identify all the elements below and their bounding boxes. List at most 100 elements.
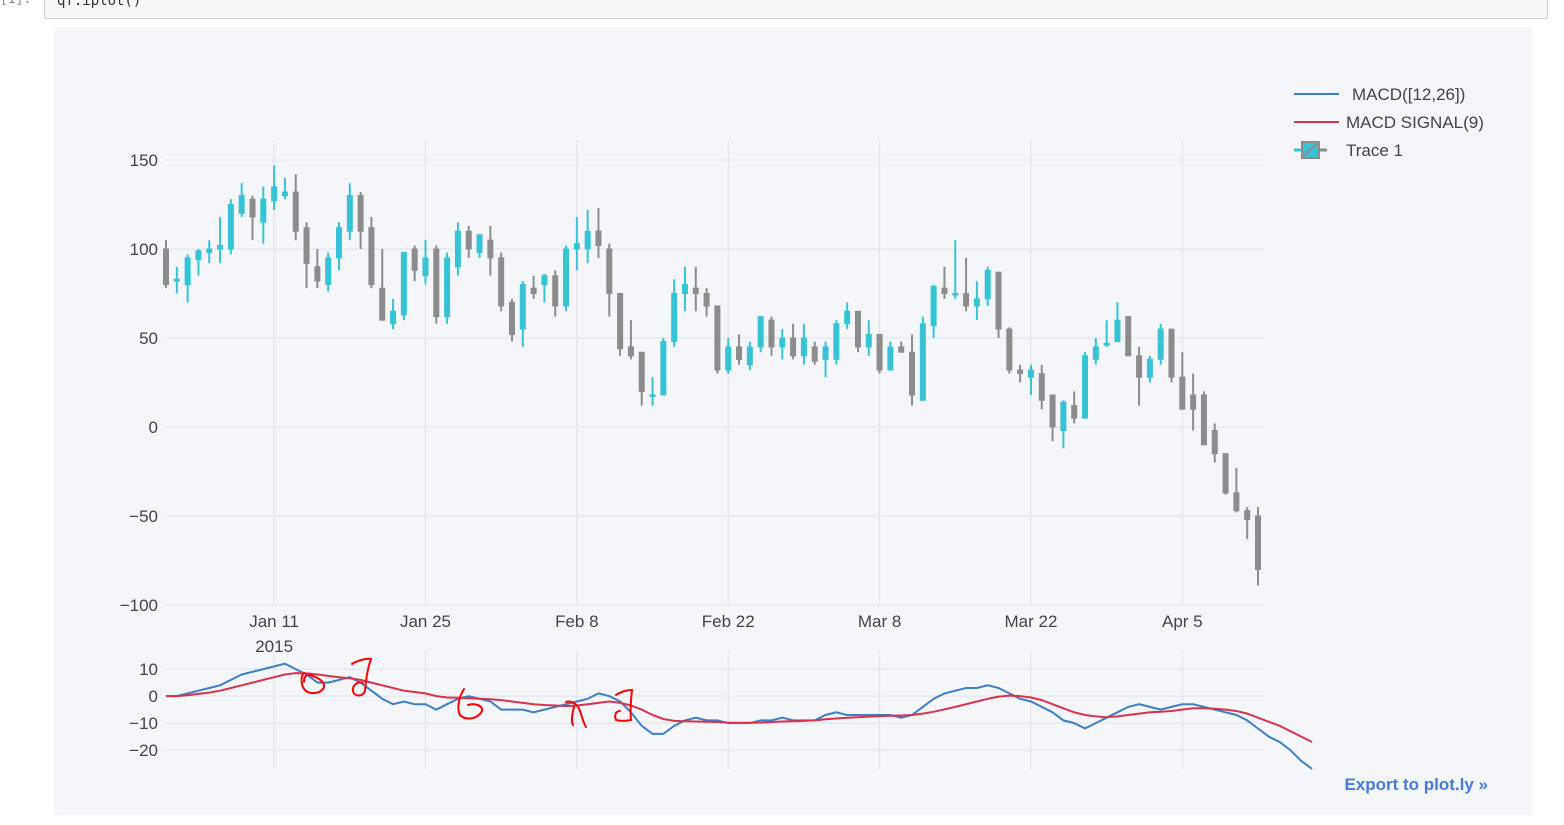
candle — [173, 266, 180, 294]
candle-body — [227, 204, 234, 250]
candlestick-series — [163, 165, 1261, 586]
candle — [854, 310, 861, 353]
candle — [800, 323, 807, 365]
candle — [1179, 352, 1186, 410]
legend-item[interactable]: MACD([12,26]) — [1294, 85, 1465, 104]
candle-body — [476, 234, 483, 254]
candle — [617, 293, 624, 356]
candle — [530, 275, 537, 299]
candle — [573, 216, 580, 271]
candle — [865, 320, 872, 356]
candle-body — [1211, 430, 1218, 455]
candle-body — [508, 301, 515, 335]
candle-body — [909, 351, 916, 396]
candle — [465, 225, 472, 258]
candle-body — [357, 195, 364, 232]
candle — [725, 338, 732, 374]
candle — [584, 209, 591, 264]
candle — [541, 273, 548, 303]
candle-body — [703, 293, 710, 307]
candle — [260, 186, 267, 244]
chart[interactable]: MACD([12,26]) MACD SIGNAL(9) Trace 1 150 10… — [54, 27, 1532, 815]
candle-body — [1255, 515, 1261, 570]
candle-body — [1125, 316, 1132, 357]
candle-body — [1071, 405, 1078, 419]
candle-body — [379, 287, 386, 321]
candle-body — [768, 319, 775, 348]
candle — [973, 281, 980, 321]
candle-body — [671, 293, 678, 343]
candle — [692, 266, 699, 312]
legend[interactable]: MACD([12,26]) MACD SIGNAL(9) Trace 1 — [1294, 85, 1484, 160]
macd-y-tick-label: 0 — [149, 687, 158, 706]
candle-body — [1017, 369, 1024, 375]
candle — [390, 298, 397, 330]
candle — [476, 234, 483, 258]
candle — [357, 192, 364, 249]
export-to-plotly-link[interactable]: Export to plot.ly » — [1344, 775, 1488, 794]
candle — [422, 240, 429, 285]
candle — [876, 333, 883, 374]
candle-body — [422, 257, 429, 277]
candle-body — [930, 285, 937, 327]
candle — [714, 305, 721, 374]
code-cell[interactable]: qf.iplot() — [44, 0, 1548, 19]
plot-area[interactable]: MACD([12,26]) MACD SIGNAL(9) Trace 1 150 10… — [54, 27, 1532, 815]
candle-body — [271, 186, 278, 202]
candle-body — [941, 287, 948, 295]
candle-body — [790, 337, 797, 357]
candle — [822, 341, 829, 378]
legend-item[interactable]: Trace 1 — [1294, 141, 1403, 160]
candle — [335, 222, 342, 271]
candle-body — [173, 278, 180, 282]
legend-item[interactable]: MACD SIGNAL(9) — [1294, 113, 1484, 132]
candle-body — [919, 323, 926, 401]
candle-body — [833, 323, 840, 360]
candle — [746, 341, 753, 371]
candle-body — [184, 257, 191, 286]
candle-body — [433, 248, 440, 318]
cell-code[interactable]: qf.iplot() — [57, 0, 142, 9]
candle — [487, 225, 494, 276]
candle-body — [952, 293, 959, 296]
candle-body — [649, 394, 656, 397]
x-tick-label: Jan 25 — [400, 612, 451, 631]
candle-body — [627, 346, 634, 357]
macd-y-tick-label: −20 — [129, 741, 158, 760]
y-tick-label: 150 — [130, 151, 158, 170]
candle-body — [876, 333, 883, 371]
candle-body — [487, 239, 494, 259]
candle — [249, 195, 256, 241]
annotation-scribble — [351, 657, 373, 697]
candle — [919, 316, 926, 401]
candle-body — [1027, 369, 1034, 378]
candle — [379, 249, 386, 321]
candle-body — [541, 275, 548, 286]
y-tick-label: 0 — [149, 418, 158, 437]
candle-body — [660, 341, 667, 396]
candle-body — [811, 346, 818, 362]
candle-body — [973, 298, 980, 307]
candle — [952, 240, 959, 299]
candle — [217, 216, 224, 264]
candle — [303, 222, 310, 289]
candle-body — [606, 248, 613, 294]
candle — [638, 351, 645, 406]
macd-line — [166, 662, 1313, 770]
candle-body — [844, 310, 851, 325]
annotation-scribble — [614, 688, 634, 722]
candle-body — [595, 230, 602, 246]
annotation-scribble — [565, 700, 587, 728]
y-tick-label: −50 — [129, 507, 158, 526]
candle — [736, 334, 743, 365]
candle — [1222, 453, 1229, 495]
candle-body — [292, 191, 299, 232]
candle-body — [1168, 328, 1175, 378]
candle — [1125, 316, 1132, 357]
candle — [508, 298, 515, 342]
candle — [887, 341, 894, 371]
candle — [1027, 364, 1034, 395]
candle-body — [552, 275, 559, 307]
y-tick-label: −100 — [120, 596, 158, 615]
candle — [768, 316, 775, 356]
